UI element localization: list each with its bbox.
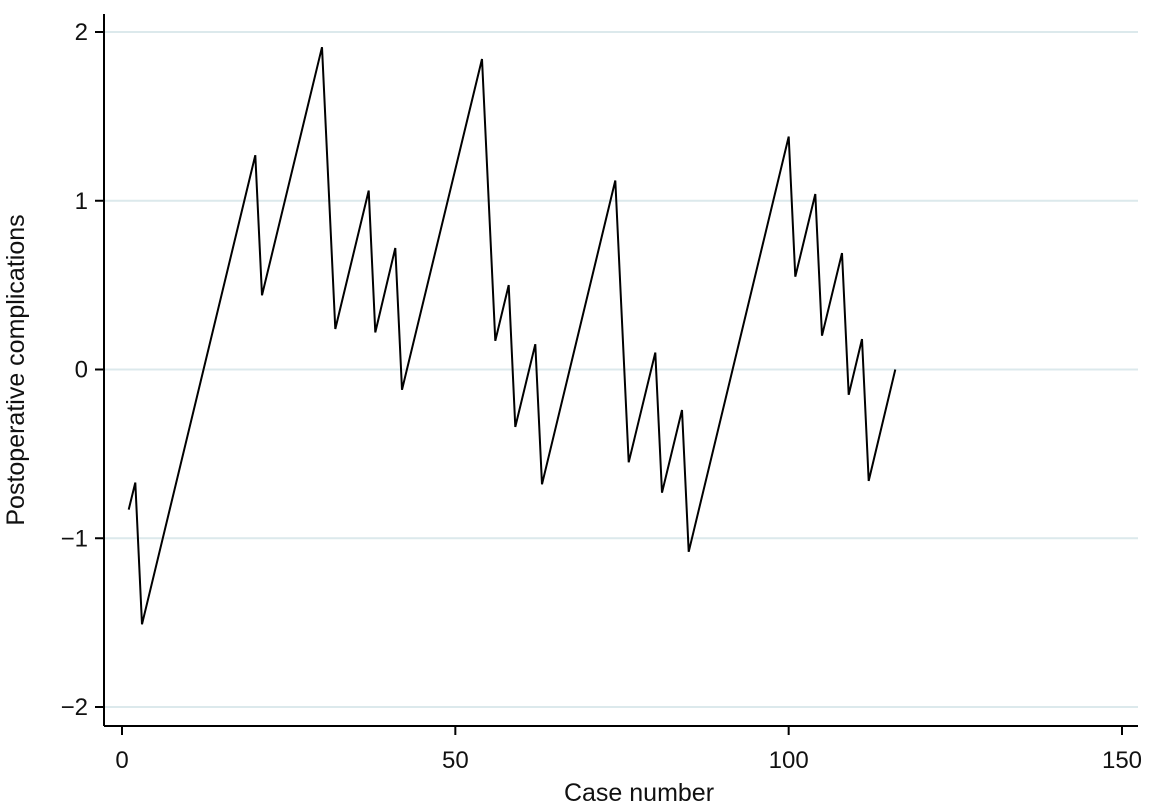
y-tick-label: 1 — [75, 188, 88, 215]
ticks: −2 −1 0 1 2 0 50 100 150 — [61, 19, 1142, 774]
x-tick-label: 100 — [769, 747, 809, 774]
x-tick-label: 50 — [442, 747, 469, 774]
x-tick-label: 0 — [115, 747, 128, 774]
y-axis-title: Postoperative complications — [2, 214, 30, 525]
x-tick-label: 150 — [1102, 747, 1142, 774]
series-line — [127, 46, 897, 625]
series — [127, 46, 897, 625]
y-tick-label: 0 — [75, 357, 88, 384]
y-tick-label: −1 — [61, 525, 88, 552]
gridlines — [105, 31, 1138, 708]
y-tick-label: −2 — [61, 694, 88, 721]
y-tick-label: 2 — [75, 19, 88, 46]
x-axis-title: Case number — [564, 779, 714, 807]
